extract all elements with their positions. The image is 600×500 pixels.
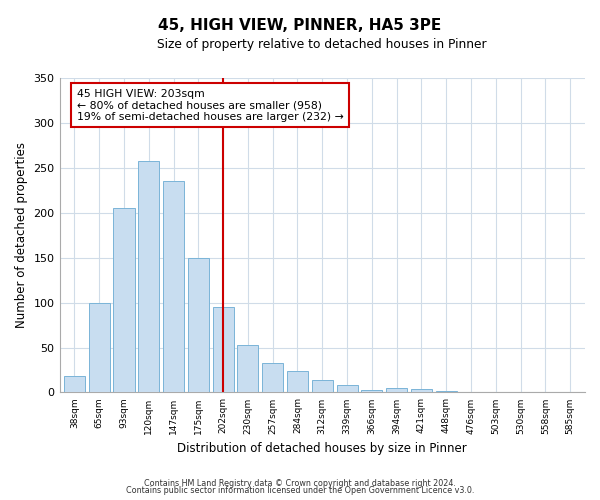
Bar [361,390,382,392]
Bar [89,302,110,392]
Bar [163,182,184,392]
Bar [64,376,85,392]
Text: 45 HIGH VIEW: 203sqm
← 80% of detached houses are smaller (958)
19% of semi-deta: 45 HIGH VIEW: 203sqm ← 80% of detached h… [77,89,344,122]
Title: Size of property relative to detached houses in Pinner: Size of property relative to detached ho… [157,38,487,51]
Bar [188,258,209,392]
Bar [138,160,160,392]
Bar [312,380,333,392]
Bar [212,307,233,392]
Bar [337,385,358,392]
X-axis label: Distribution of detached houses by size in Pinner: Distribution of detached houses by size … [178,442,467,455]
Bar [287,371,308,392]
Text: Contains HM Land Registry data © Crown copyright and database right 2024.: Contains HM Land Registry data © Crown c… [144,478,456,488]
Bar [386,388,407,392]
Bar [411,389,432,392]
Bar [436,390,457,392]
Bar [262,363,283,392]
Text: Contains public sector information licensed under the Open Government Licence v3: Contains public sector information licen… [126,486,474,495]
Text: 45, HIGH VIEW, PINNER, HA5 3PE: 45, HIGH VIEW, PINNER, HA5 3PE [158,18,442,32]
Bar [238,345,259,393]
Y-axis label: Number of detached properties: Number of detached properties [15,142,28,328]
Bar [113,208,134,392]
